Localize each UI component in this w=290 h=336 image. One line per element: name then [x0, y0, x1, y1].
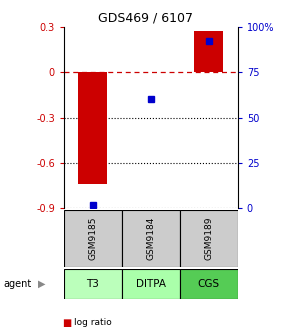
Bar [180, 269, 238, 299]
Text: agent: agent [3, 279, 31, 289]
Text: ▶: ▶ [38, 279, 46, 289]
Bar [194, 32, 223, 72]
Bar [180, 210, 238, 267]
Text: GSM9189: GSM9189 [204, 217, 213, 260]
Bar [122, 210, 180, 267]
Text: log ratio: log ratio [74, 318, 112, 327]
Text: GSM9185: GSM9185 [88, 217, 97, 260]
Bar [122, 269, 180, 299]
Text: GDS469 / 6107: GDS469 / 6107 [97, 12, 193, 25]
Bar [64, 269, 122, 299]
Bar [64, 210, 122, 267]
Bar [78, 72, 107, 184]
Text: T3: T3 [86, 279, 99, 289]
Text: ■: ■ [62, 318, 72, 328]
Text: DITPA: DITPA [136, 279, 166, 289]
Text: GSM9184: GSM9184 [146, 217, 155, 260]
Text: CGS: CGS [198, 279, 220, 289]
